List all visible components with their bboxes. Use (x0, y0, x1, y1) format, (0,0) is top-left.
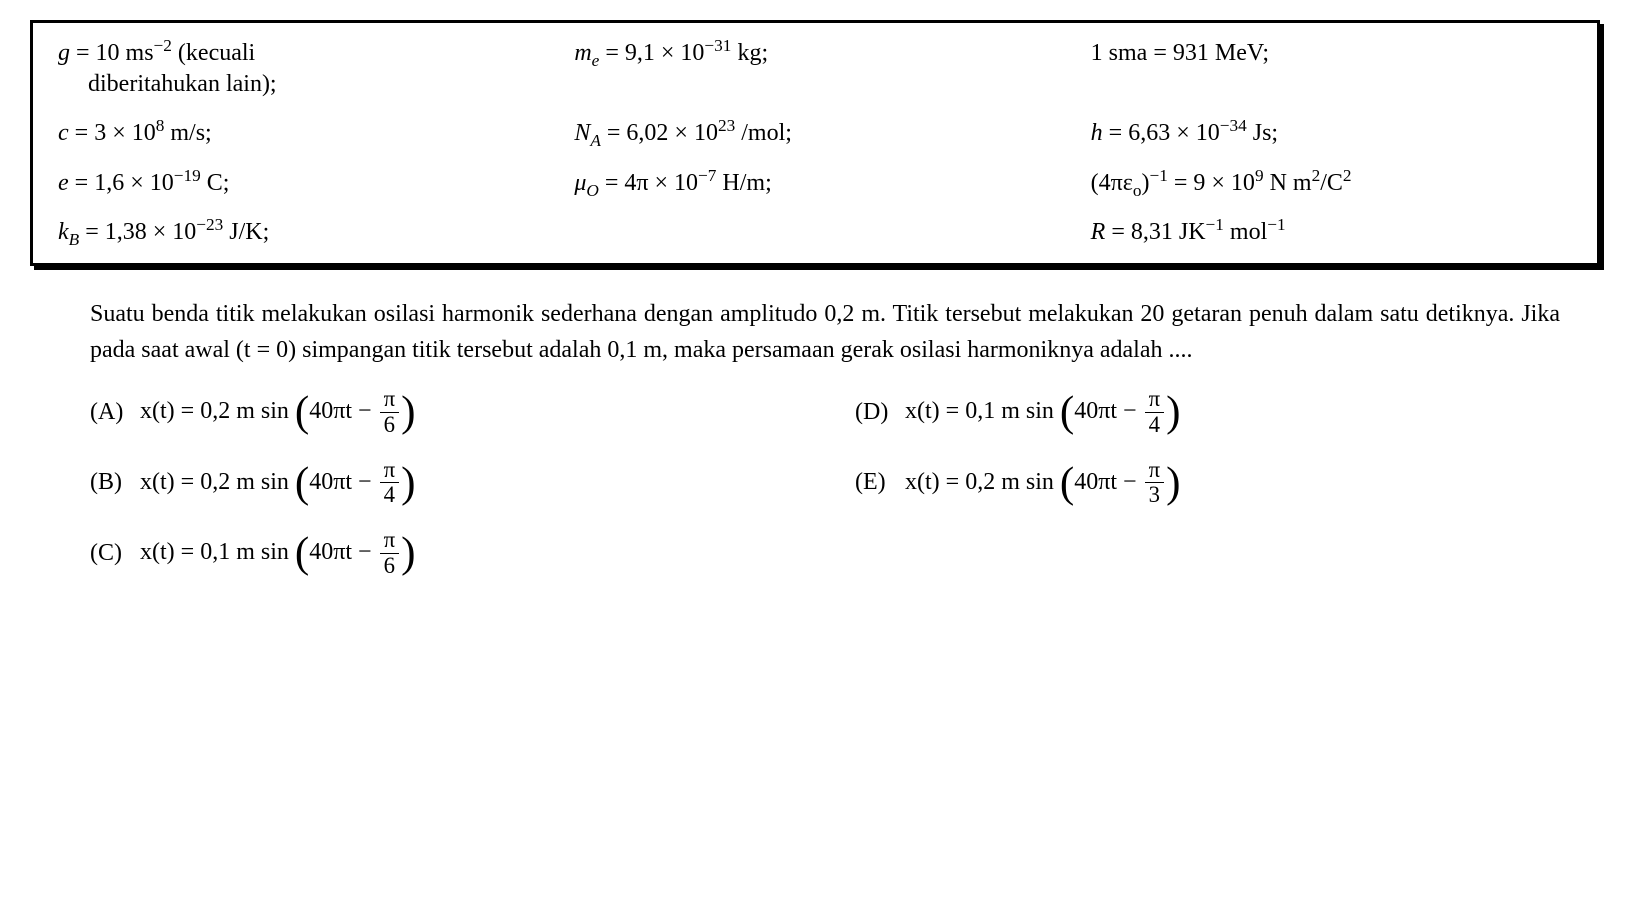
option-b-expression: x(t) = 0,2 m sin (40πt − π4) (140, 459, 416, 508)
constant-eps0: (4πεo)−1 = 9 × 109 N m2/C2 (1091, 168, 1577, 199)
option-c-expression: x(t) = 0,1 m sin (40πt − π6) (140, 529, 416, 578)
option-d-label: (D) (855, 399, 905, 426)
constant-me: me = 9,1 × 10−31 kg; (574, 38, 1060, 69)
option-e-label: (E) (855, 469, 905, 496)
option-a: (A) x(t) = 0,2 m sin (40πt − π6) (90, 388, 795, 437)
constant-h: h = 6,63 × 10−34 Js; (1091, 118, 1577, 149)
constant-kb: kB = 1,38 × 10−23 J/K; (58, 217, 544, 248)
options-grid: (A) x(t) = 0,2 m sin (40πt − π6) (D) x(t… (30, 388, 1600, 578)
constant-mu0: μO = 4π × 10−7 H/m; (574, 168, 1060, 199)
option-c-label: (C) (90, 540, 140, 567)
option-e-expression: x(t) = 0,2 m sin (40πt − π3) (905, 459, 1181, 508)
constants-box: g = 10 ms−2 (kecuali diberitahukan lain)… (30, 20, 1600, 266)
constant-sma: 1 sma = 931 MeV; (1091, 38, 1577, 69)
option-c: (C) x(t) = 0,1 m sin (40πt − π6) (90, 529, 795, 578)
constants-grid: g = 10 ms−2 (kecuali diberitahukan lain)… (58, 38, 1577, 248)
constant-r: R = 8,31 JK−1 mol−1 (1091, 217, 1577, 248)
option-a-expression: x(t) = 0,2 m sin (40πt − π6) (140, 388, 416, 437)
option-d: (D) x(t) = 0,1 m sin (40πt − π4) (855, 388, 1560, 437)
question-text: Suatu benda titik melakukan osilasi harm… (30, 296, 1600, 368)
constant-na: NA = 6,02 × 1023 /mol; (574, 118, 1060, 149)
option-b: (B) x(t) = 0,2 m sin (40πt − π4) (90, 459, 795, 508)
option-b-label: (B) (90, 469, 140, 496)
constant-e: e = 1,6 × 10−19 C; (58, 168, 544, 199)
option-a-label: (A) (90, 399, 140, 426)
option-e: (E) x(t) = 0,2 m sin (40πt − π3) (855, 459, 1560, 508)
option-d-expression: x(t) = 0,1 m sin (40πt − π4) (905, 388, 1181, 437)
constant-c: c = 3 × 108 m/s; (58, 118, 544, 149)
constant-g: g = 10 ms−2 (kecuali diberitahukan lain)… (58, 38, 544, 100)
